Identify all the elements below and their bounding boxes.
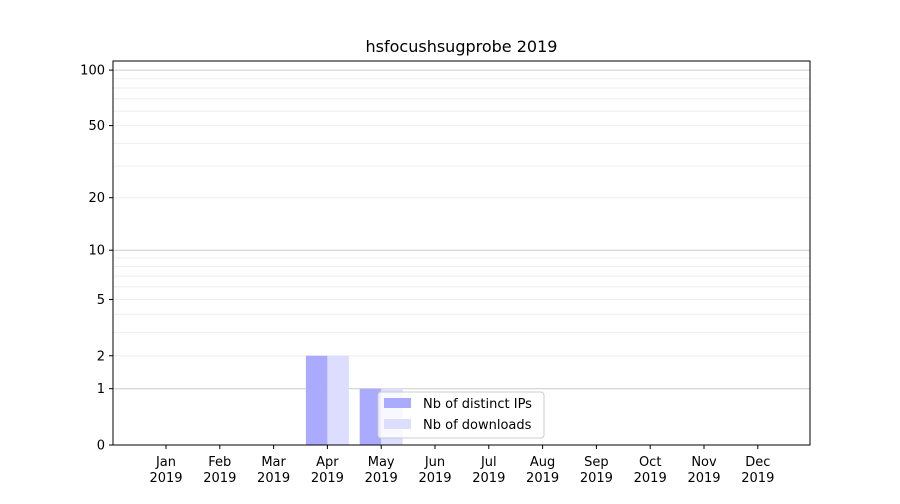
x-tick-label: May 2019 [365,455,398,486]
x-tick-label: Jul 2019 [472,455,505,486]
y-tick-label: 10 [88,244,105,259]
x-tick-label: Nov 2019 [687,455,720,486]
legend-box [377,391,545,439]
x-tick-label: Feb 2019 [203,455,236,486]
chart-title: hsfocushsugprobe 2019 [366,37,558,56]
x-tick-label: Aug 2019 [526,455,559,486]
bar-downloads [327,355,349,445]
y-tick-label: 0 [97,439,105,454]
y-tick-label: 100 [80,64,105,79]
y-tick-label: 1 [97,382,105,397]
bar-distinct-ips [359,388,382,445]
legend-swatch [384,419,411,429]
plot-frame [112,60,811,446]
x-tick-label: Dec 2019 [741,455,774,486]
x-tick-label: Apr 2019 [311,455,344,486]
legend: Nb of distinct IPs Nb of downloads [377,391,545,439]
x-tick-label: Jun 2019 [418,455,451,486]
y-tick-label: 50 [88,119,105,134]
x-tick-label: Sep 2019 [580,455,613,486]
legend-swatch [384,398,411,408]
bar-distinct-ips [305,355,328,445]
x-tick-label: Oct 2019 [634,455,667,486]
y-tick-label: 20 [88,191,105,206]
x-tick-label: Mar 2019 [257,455,290,486]
y-tick-label: 2 [97,349,105,364]
legend-label: Nb of distinct IPs [423,397,532,412]
legend-label: Nb of downloads [423,418,532,433]
y-tick-label: 5 [97,293,105,308]
x-tick-label: Jan 2019 [149,455,182,486]
